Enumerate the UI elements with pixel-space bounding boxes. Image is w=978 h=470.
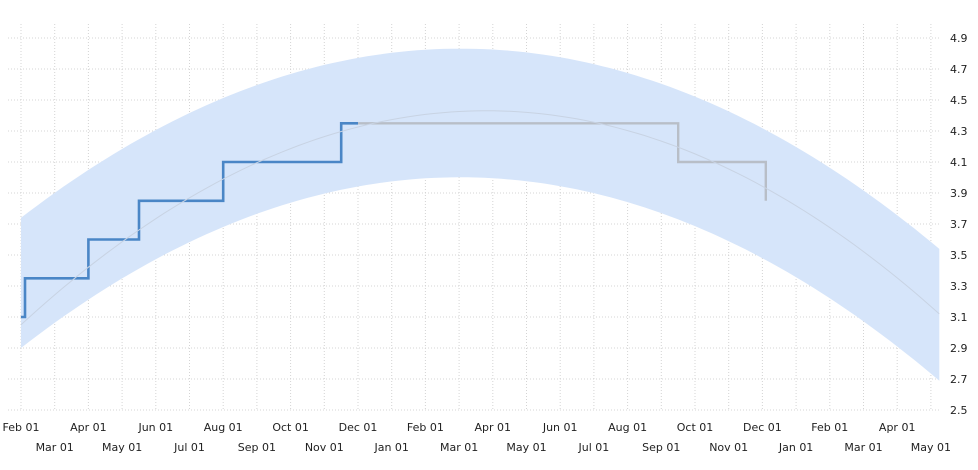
x-tick-label: Jan 01 [778,441,813,454]
y-tick-label: 4.7 [950,63,968,76]
x-tick-label: Apr 01 [475,421,512,434]
y-tick-label: 3.5 [950,249,968,262]
x-tick-label: Jan 01 [373,441,408,454]
x-tick-label: Feb 01 [3,421,40,434]
x-tick-label: Oct 01 [677,421,714,434]
y-tick-label: 4.1 [950,156,968,169]
projected-series-line [358,122,767,201]
x-tick-label: Jun 01 [542,421,578,434]
y-tick-label: 3.9 [950,187,968,200]
x-tick-label: Oct 01 [272,421,309,434]
y-tick-label: 4.9 [950,32,968,45]
trend-series-line [20,110,940,326]
x-tick-label: Nov 01 [709,441,748,454]
y-tick-label: 4.5 [950,94,968,107]
band-layer [21,48,940,381]
y-tick-label: 3.7 [950,218,968,231]
x-tick-label: Feb 01 [811,421,848,434]
x-tick-label: May 01 [102,441,142,454]
observed-series-line [21,122,358,319]
x-tick-label: Nov 01 [305,441,344,454]
x-tick-label: May 01 [911,441,951,454]
y-tick-label: 3.1 [950,311,968,324]
x-tick-label: Aug 01 [608,421,647,434]
x-tick-label: Jul 01 [173,441,205,454]
y-tick-label: 4.3 [950,125,968,138]
x-tick-label: Jun 01 [137,421,173,434]
x-tick-label: Mar 01 [844,441,882,454]
x-tick-label: Jul 01 [578,441,610,454]
y-tick-label: 3.3 [950,280,968,293]
x-tick-label: Apr 01 [879,421,916,434]
series-layer [20,110,940,326]
y-tick-label: 2.9 [950,342,968,355]
y-tick-label: 2.7 [950,373,968,386]
x-tick-label: Mar 01 [440,441,478,454]
x-tick-label: Aug 01 [204,421,243,434]
x-tick-label: Dec 01 [743,421,782,434]
y-tick-label: 2.5 [950,404,968,417]
x-tick-label: Sep 01 [642,441,680,454]
x-tick-label: May 01 [506,441,546,454]
y-axis: 4.9 4.7 4.5 4.3 4.1 3.9 3.7 3.5 3.3 3.1 2.9 2.7 2.5 [950,32,968,417]
x-tick-label: Apr 01 [70,421,107,434]
x-tick-label: Dec 01 [339,421,378,434]
x-tick-label: Feb 01 [407,421,444,434]
x-tick-label: Mar 01 [36,441,74,454]
x-tick-label: Sep 01 [238,441,276,454]
confidence-band [21,48,940,381]
